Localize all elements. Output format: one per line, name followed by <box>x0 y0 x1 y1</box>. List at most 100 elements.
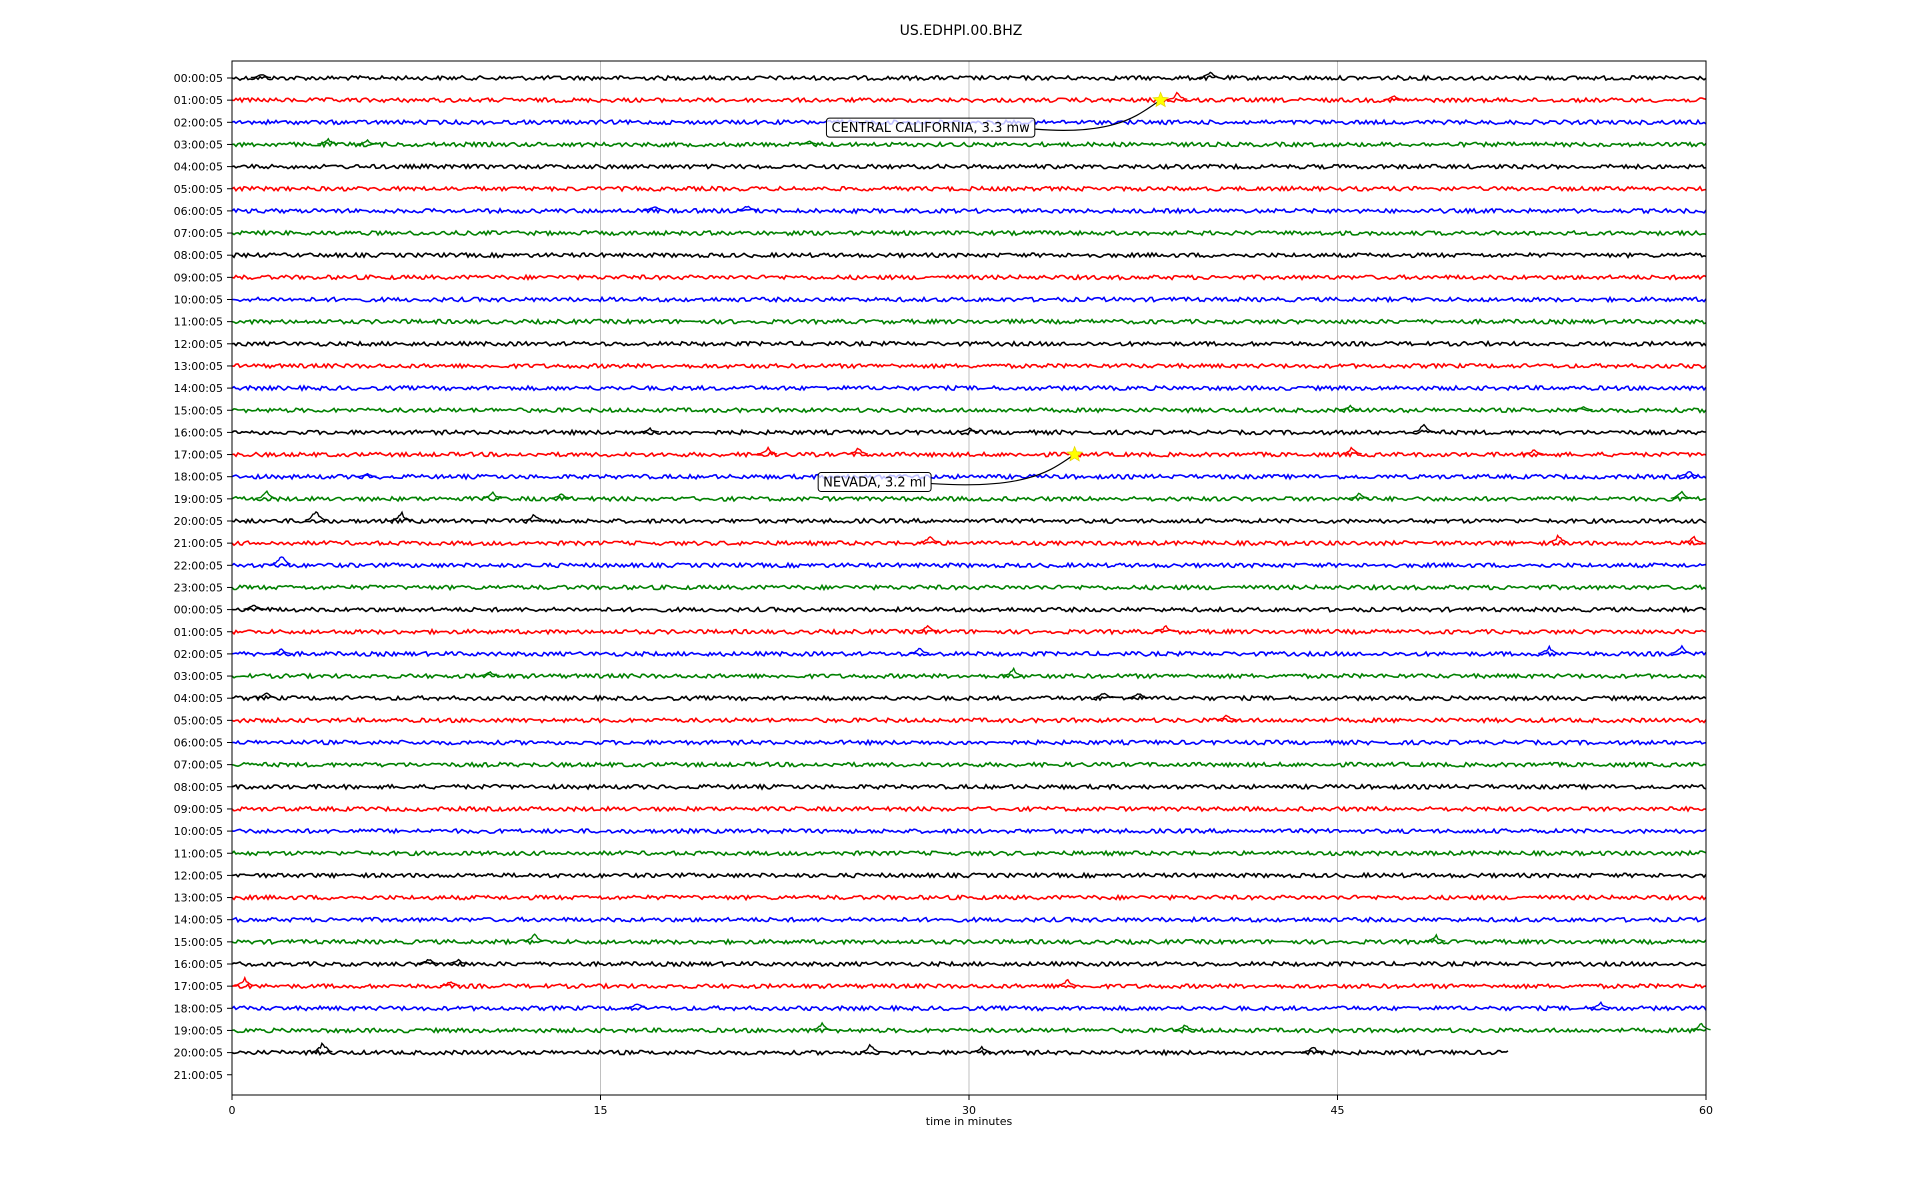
y-tick-label-15: 15:00:05 <box>174 404 223 417</box>
y-tick-label-10: 10:00:05 <box>174 294 223 307</box>
trace-row-22 <box>231 561 1707 569</box>
y-tick-label-38: 14:00:05 <box>174 914 223 927</box>
spike-13 <box>1412 423 1434 433</box>
spike-52 <box>626 1003 648 1009</box>
spike-27 <box>523 513 544 521</box>
spike-10 <box>1572 405 1593 411</box>
spike-5 <box>356 138 377 145</box>
y-tick-label-9: 09:00:05 <box>174 271 223 284</box>
y-tick-label-43: 19:00:05 <box>174 1024 223 1037</box>
spike-25 <box>304 510 326 521</box>
spike-8 <box>737 205 758 212</box>
spike-41 <box>255 692 277 699</box>
spike-11 <box>638 426 660 433</box>
trace-row-38 <box>231 915 1707 924</box>
spike-32 <box>243 604 264 610</box>
spike-54 <box>810 1021 832 1031</box>
y-tick-label-0: 00:00:05 <box>174 72 223 85</box>
spike-40 <box>1002 666 1023 677</box>
trace-row-18 <box>231 472 1707 481</box>
spike-1 <box>1199 71 1220 79</box>
y-tick-label-12: 12:00:05 <box>174 338 223 351</box>
spike-60 <box>1302 1046 1323 1053</box>
y-tick-label-36: 12:00:05 <box>174 869 223 882</box>
spike-26 <box>390 510 412 522</box>
trace-row-30 <box>231 738 1707 747</box>
x-tick-label-3: 45 <box>1331 1104 1345 1117</box>
trace-row-33 <box>231 805 1706 813</box>
y-tick-label-39: 15:00:05 <box>174 936 223 949</box>
y-tick-label-44: 20:00:05 <box>174 1047 223 1060</box>
trace-row-36 <box>231 871 1707 880</box>
spike-31 <box>270 556 291 566</box>
trace-row-4 <box>231 162 1707 171</box>
event-connector-1 <box>931 454 1075 486</box>
trace-row-37 <box>231 893 1707 902</box>
spike-24 <box>1670 490 1692 499</box>
trace-row-1 <box>231 96 1707 104</box>
y-tick-label-11: 11:00:05 <box>174 316 223 329</box>
trace-row-16 <box>231 428 1707 437</box>
event-star-1 <box>1066 445 1083 462</box>
seismic-spikes <box>233 71 1711 1053</box>
spike-38 <box>1670 644 1692 654</box>
event-star-0 <box>1152 91 1169 108</box>
spike-45 <box>523 933 544 942</box>
event-annotation-0: CENTRAL CALIFORNIA, 3.3 mw <box>825 91 1169 138</box>
y-tick-label-17: 17:00:05 <box>174 449 223 462</box>
spike-47 <box>417 958 439 965</box>
spike-14 <box>756 445 778 455</box>
y-tick-label-30: 06:00:05 <box>174 737 223 750</box>
y-tick-label-42: 18:00:05 <box>174 1002 223 1015</box>
trace-row-17 <box>231 450 1707 459</box>
spike-49 <box>233 975 254 987</box>
spike-36 <box>909 647 930 655</box>
trace-row-12 <box>231 339 1707 348</box>
y-tick-label-14: 14:00:05 <box>174 382 223 395</box>
y-tick-label-35: 11:00:05 <box>174 847 223 860</box>
trace-row-21 <box>231 539 1706 547</box>
y-tick-label-33: 09:00:05 <box>174 803 223 816</box>
spike-59 <box>970 1045 991 1053</box>
spike-16 <box>1341 446 1362 455</box>
spike-39 <box>479 671 500 677</box>
y-tick-label-13: 13:00:05 <box>174 360 223 373</box>
trace-row-9 <box>231 273 1707 281</box>
y-tick-label-2: 02:00:05 <box>174 116 223 129</box>
trace-row-43 <box>231 1026 1707 1035</box>
y-tick-label-18: 18:00:05 <box>174 471 223 484</box>
spike-44 <box>1216 714 1237 721</box>
trace-row-11 <box>231 318 1707 326</box>
spike-0 <box>250 74 272 79</box>
y-tick-label-21: 21:00:05 <box>174 537 223 550</box>
trace-row-19 <box>231 495 1707 503</box>
spike-21 <box>481 491 502 499</box>
trace-row-0 <box>231 74 1707 82</box>
trace-row-13 <box>231 362 1707 370</box>
spike-6 <box>798 140 819 145</box>
trace-row-10 <box>231 295 1707 304</box>
spike-51 <box>1056 978 1077 987</box>
spike-58 <box>860 1043 881 1053</box>
spike-7 <box>643 206 665 212</box>
event-connector-0 <box>1034 99 1161 131</box>
y-tick-label-4: 04:00:05 <box>174 161 223 174</box>
spike-22 <box>550 493 571 500</box>
x-axis-ticks: 0 15 30 45 60 <box>229 1095 1713 1117</box>
spike-34 <box>1154 624 1176 633</box>
spike-19 <box>1678 470 1699 477</box>
trace-row-20 <box>231 517 1707 525</box>
event-label-box-1 <box>817 472 932 493</box>
trace-row-41 <box>231 982 1707 990</box>
y-tick-label-31: 07:00:05 <box>174 759 223 772</box>
y-tick-label-5: 05:00:05 <box>174 183 223 196</box>
trace-row-5 <box>231 185 1707 193</box>
y-tick-label-24: 00:00:05 <box>174 604 223 617</box>
trace-row-23 <box>231 583 1707 592</box>
trace-row-29 <box>231 716 1707 725</box>
spike-2 <box>1167 91 1188 101</box>
trace-row-42 <box>231 1004 1707 1013</box>
trace-row-6 <box>231 207 1707 215</box>
trace-row-32 <box>231 783 1707 791</box>
